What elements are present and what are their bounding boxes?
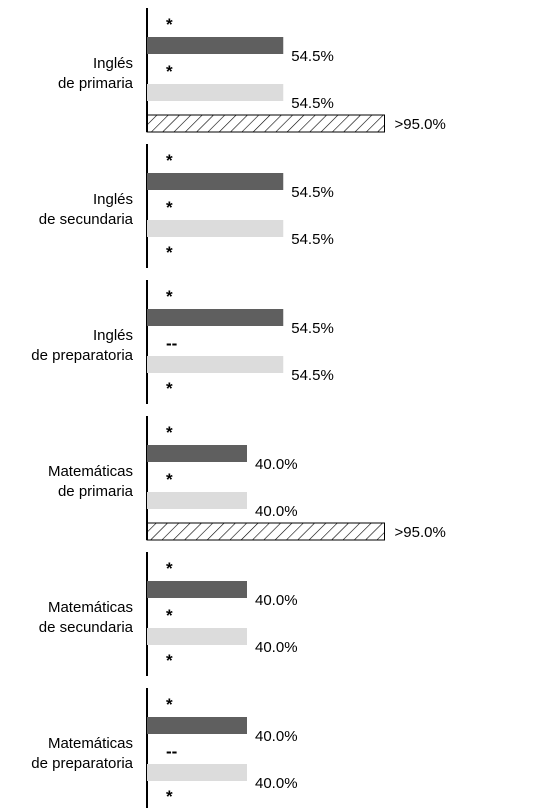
data-label: 40.0% [255, 503, 298, 520]
data-label: 54.5% [291, 184, 334, 201]
data-label: >95.0% [395, 116, 446, 133]
significance-marker: * [166, 606, 173, 625]
data-label: 54.5% [291, 231, 334, 248]
bar [147, 84, 284, 101]
significance-marker: * [166, 695, 173, 714]
significance-marker: -- [166, 742, 177, 761]
significance-marker: * [166, 423, 173, 442]
category-label: Inglés [93, 191, 133, 208]
significance-marker: * [166, 287, 173, 306]
data-label: 54.5% [291, 95, 334, 112]
data-label: >95.0% [395, 524, 446, 541]
bar [147, 628, 247, 645]
bar [147, 445, 247, 462]
bar [147, 37, 284, 54]
bar [147, 220, 284, 237]
significance-marker: * [166, 379, 173, 398]
significance-marker: * [166, 198, 173, 217]
bar [146, 522, 385, 541]
significance-marker: * [166, 62, 173, 81]
category-label: Matemáticas [48, 599, 133, 616]
category-label: de primaria [58, 75, 134, 92]
data-label: 40.0% [255, 775, 298, 792]
bar [147, 764, 247, 781]
significance-marker: * [166, 243, 173, 262]
significance-marker: -- [166, 334, 177, 353]
data-label: 40.0% [255, 639, 298, 656]
category-label: de preparatoria [31, 755, 133, 772]
significance-marker: * [166, 651, 173, 670]
bar [147, 356, 284, 373]
bar [147, 492, 247, 509]
data-label: 40.0% [255, 728, 298, 745]
significance-marker: * [166, 15, 173, 34]
category-label: Inglés [93, 55, 133, 72]
category-label: de preparatoria [31, 347, 133, 364]
bar [146, 114, 385, 133]
category-label: de primaria [58, 483, 134, 500]
category-label: Inglés [93, 327, 133, 344]
bar [147, 309, 284, 326]
data-label: 40.0% [255, 592, 298, 609]
significance-marker: * [166, 787, 173, 806]
bar [147, 717, 247, 734]
plot-area: Inglés de primaria 54.5% * 54.5% * >95.0% Inglé… [31, 8, 446, 808]
significance-marker: * [166, 559, 173, 578]
category-label: de secundaria [39, 211, 134, 228]
data-label: 54.5% [291, 48, 334, 65]
data-label: 40.0% [255, 456, 298, 473]
bar [147, 173, 284, 190]
data-label: 54.5% [291, 320, 334, 337]
category-label: Matemáticas [48, 735, 133, 752]
significance-marker: * [166, 470, 173, 489]
bar [147, 581, 247, 598]
category-label: de secundaria [39, 619, 134, 636]
category-label: Matemáticas [48, 463, 133, 480]
significance-marker: * [166, 151, 173, 170]
data-label: 54.5% [291, 367, 334, 384]
